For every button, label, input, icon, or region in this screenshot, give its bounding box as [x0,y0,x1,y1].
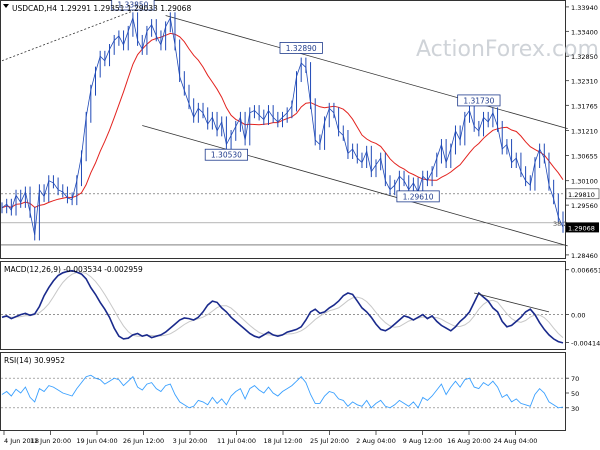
macd-line [1,269,564,344]
price-tick-label: 1.32850 [571,53,598,61]
rsi-layer [1,374,565,409]
last-price-label: 1.29068 [568,224,595,232]
annotation-box [111,0,155,11]
rsi-title: RSI(14) 30.9952 [4,356,65,365]
macd-panel-frame [0,261,566,350]
macd-trend-line [474,292,550,313]
annotation-1-30530: 1.30530 [204,148,248,161]
price-tick-label: 1.31765 [571,102,598,110]
annotation-box [457,94,501,107]
annotation-1-33850: 1.33850 [111,0,155,11]
price-line [1,16,564,236]
annotation-label: 1.32890 [286,44,317,53]
symbol-header: USDCAD,H4 [12,4,57,13]
macd-title: MACD(12,26,9) -0.003534 -0.002959 [4,265,143,274]
dropdown-triangle-icon [3,4,9,8]
annotation-1-31730: 1.31730 [457,94,501,107]
time-tick-label: 25 Jul 20:00 [310,437,349,445]
level-price-box [565,188,600,200]
annotation-1-29610: 1.29610 [396,190,440,203]
trend-line-1 [165,15,568,130]
annotation-label: 1.29610 [403,192,434,201]
time-tick-label: 3 Jul 20:00 [173,437,208,445]
price-tick-label: 1.29560 [571,202,598,210]
price-tick-label: 1.28460 [571,252,598,260]
price-tick-label: 1.30655 [571,153,598,161]
price-tick-label: 1.31210 [571,127,598,135]
rsi-tick-label: 50 [571,390,579,398]
price-layer: 1.33850 1.32890 1.30530 1.29610 1.31730 38.2 [1,0,568,247]
axis-layer: 1.33940 1.33400 1.32850 1.32310 1.31765 1.312… [3,4,600,445]
macd-tick-label: 0.00 [571,312,585,320]
time-tick-label: 24 Aug 04:00 [494,437,538,445]
time-tick-label: 11 Jul 04:00 [217,437,256,445]
macd-layer [1,269,565,344]
time-tick-label: 11 Jun 20:00 [30,437,71,445]
annotation-label: 1.30530 [211,151,242,160]
macd-tick-label: -0.004145 [571,340,600,348]
time-tick-label: 18 Jul 12:00 [264,437,303,445]
price-tick-label: 1.32310 [571,78,598,86]
annotation-label: 1.31730 [463,96,494,105]
last-price-box [566,222,599,233]
level-price-label: 1.29810 [568,191,595,199]
trend-line-0 [1,10,134,62]
rsi-line [1,374,564,409]
trend-line-2 [142,125,568,247]
price-tick-label: 1.33940 [571,4,598,12]
annotation-box [279,42,323,54]
price-tick-label: 1.33400 [571,28,598,36]
watermark: ActionForex.com [416,37,599,62]
annotation-box [396,190,440,203]
annotation-1-32890: 1.32890 [279,42,323,54]
time-tick-label: 9 Aug 12:00 [403,437,443,445]
ohlc-header: 1.29291 1.29351 1.29033 1.29068 [60,4,191,13]
time-tick-label: 16 Aug 20:00 [447,437,491,445]
rsi-tick-label: 30 [571,405,579,413]
time-tick-label: 2 Aug 04:00 [356,437,396,445]
annotation-label: 1.33850 [117,0,148,9]
time-tick-label: 4 Jun 2018 [4,437,39,445]
rsi-tick-label: 70 [571,375,579,383]
annotation-box [204,148,248,161]
fib-label: 38.2 [553,220,567,228]
macd-tick-label: 0.006651 [571,267,600,275]
price-header: USDCAD,H4 1.29291 1.29351 1.29033 1.2906… [3,4,191,13]
price-tick-label: 1.30100 [571,178,598,186]
time-tick-label: 19 Jun 04:00 [76,437,117,445]
time-tick-label: 26 Jun 12:00 [123,437,164,445]
